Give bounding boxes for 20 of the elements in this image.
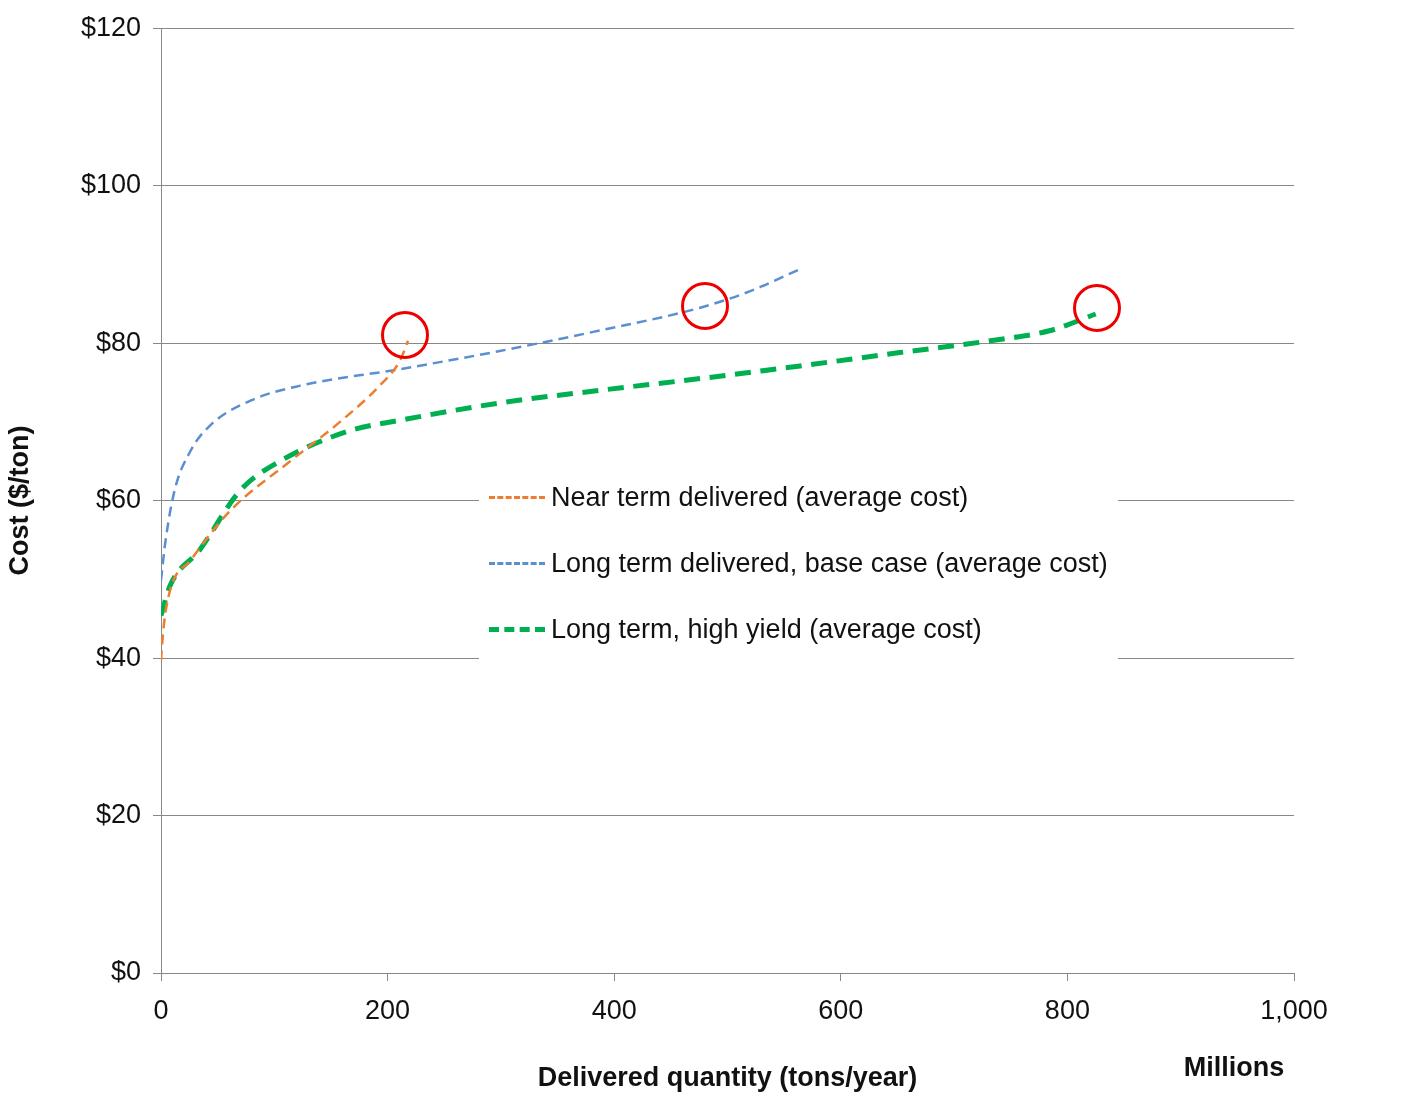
- x-tick-label: 600: [818, 994, 864, 1025]
- x-axis-title: Delivered quantity (tons/year): [537, 1062, 918, 1093]
- y-tick-label: $100: [80, 169, 141, 200]
- x-tick-label: 400: [591, 994, 637, 1025]
- y-tick-label: $120: [80, 11, 141, 42]
- x-tick-label: 0: [153, 994, 169, 1025]
- text: Millions: [1183, 1052, 1285, 1083]
- legend-label: Near term delivered (average cost): [551, 481, 969, 513]
- legend-label: Long term, high yield (average cost): [551, 613, 982, 645]
- y-axis-title: Cost ($/ton): [3, 425, 34, 576]
- x-tick-label: 1,000: [1260, 994, 1328, 1025]
- x-tick-label: 800: [1044, 994, 1090, 1025]
- y-tick-label: $20: [95, 798, 141, 829]
- line-series: [161, 339, 410, 662]
- y-tick-label: $60: [95, 484, 141, 515]
- y-tick-label: $0: [110, 956, 141, 987]
- x-tick-label: 200: [365, 994, 411, 1025]
- y-tick-label: $80: [95, 326, 141, 357]
- legend-label: Long term delivered, base case (average cost): [551, 547, 1108, 579]
- y-tick-label: $40: [95, 641, 141, 672]
